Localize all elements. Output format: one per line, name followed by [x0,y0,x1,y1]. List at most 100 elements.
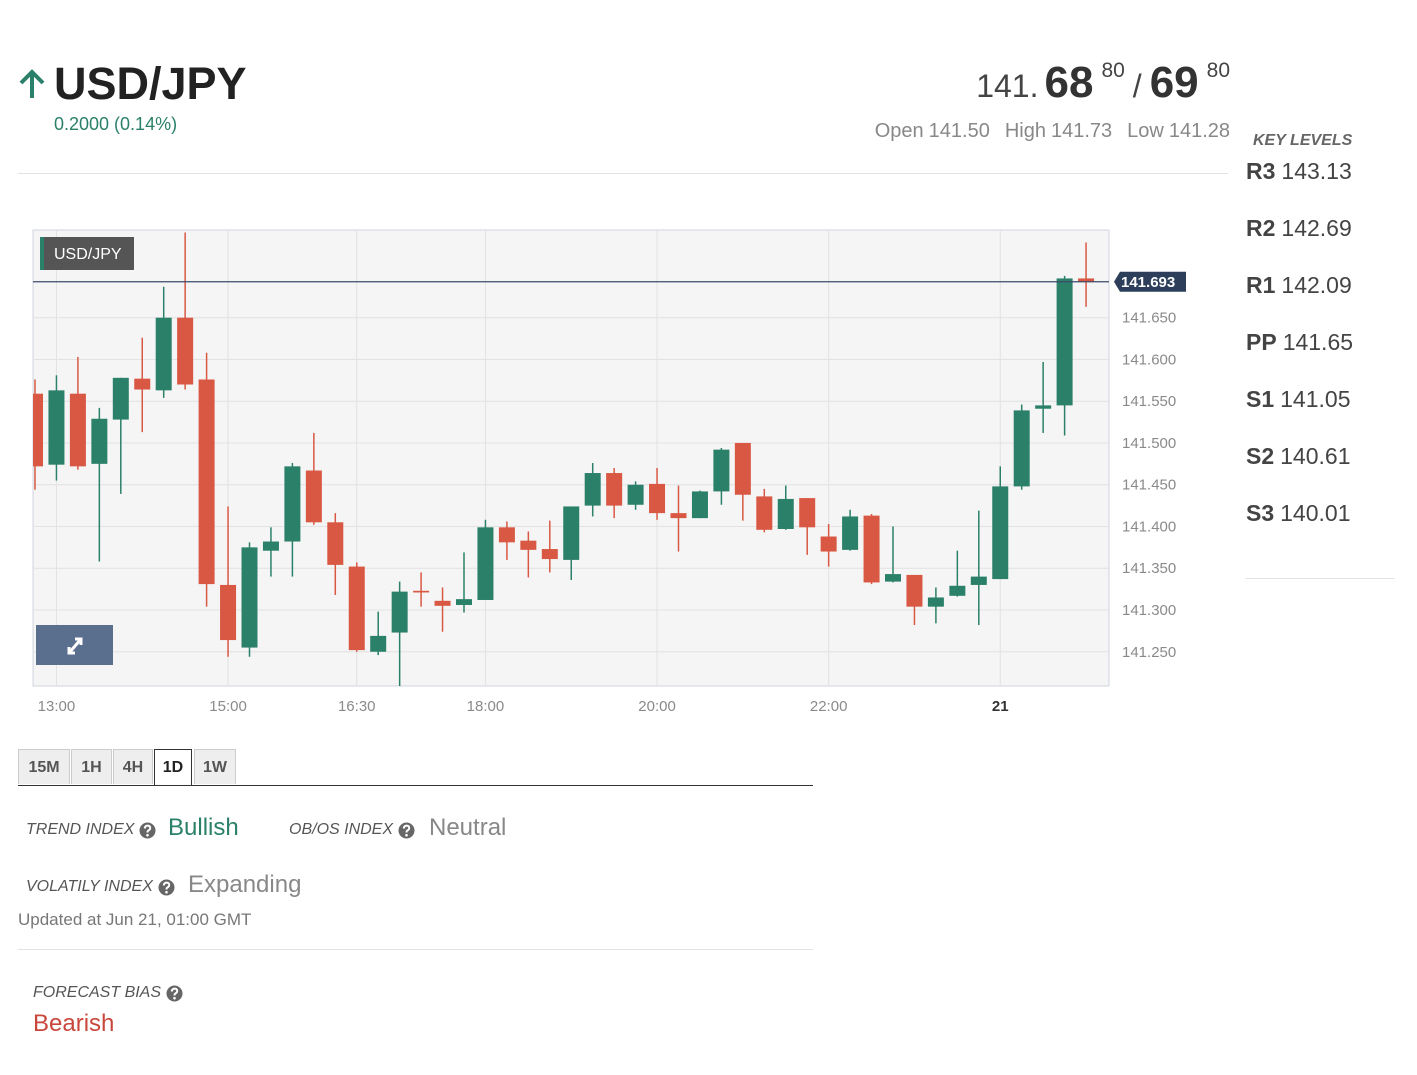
help-icon[interactable] [158,879,175,896]
key-level-value: 143.13 [1281,158,1352,184]
help-icon[interactable] [139,822,156,839]
help-icon[interactable] [166,985,183,1002]
key-level-name: S1 [1246,386,1275,412]
forecast-label-text: FORECAST BIAS [33,984,162,1001]
y-tick-label: 141.650 [1122,310,1176,327]
updated: Updated at Jun 21, 01:00 GMT [18,910,252,929]
y-tick-label: 141.600 [1122,351,1176,368]
candle-body [606,473,623,506]
chart-title: USD/JPY [54,246,122,263]
y-tick-label: 141.550 [1122,393,1176,410]
candle-body [970,576,987,585]
candle-body [691,491,708,519]
candle-body [820,536,837,552]
help-dot [405,833,408,836]
volatility-label-text: VOLATILY INDEX [26,878,153,895]
key-level-name: S2 [1246,443,1275,469]
x-tick-label: 20:00 [638,698,676,715]
ohl: Open 141.50 High 141.73 Low 141.28 [875,120,1230,143]
candle-body [906,574,923,607]
last-price-tag [1114,271,1186,292]
key-level: S3 140.01 [1246,500,1351,527]
timeframe-tab[interactable]: 15M [18,749,70,784]
plot-area [32,229,1110,687]
chart: 141.250 141.300 141.350 141.400 141.450 141.5… [32,229,1186,715]
candle-body [198,379,215,585]
x-tick-label: 22:00 [810,698,848,715]
open-label: Open [874,120,924,142]
candle-body [713,449,730,492]
last-price-label: 141.693 [1121,274,1175,291]
candle-body [262,541,279,551]
key-level: R2 142.69 [1246,215,1352,242]
help-icon[interactable] [398,822,415,839]
key-level-value: 141.05 [1280,386,1351,412]
volatility-label: VOLATILY INDEX [26,878,175,896]
key-level: R1 142.09 [1246,272,1352,299]
x-tick-label: 13:00 [38,698,76,715]
high-label: High [1004,120,1046,142]
high-value: 141.73 [1050,120,1113,142]
help-mark [170,987,179,996]
x-tick-label: 18:00 [467,698,505,715]
candle-body [413,590,430,593]
candle-body [670,513,687,519]
key-level-value: 141.65 [1282,329,1354,355]
timeframe-tab[interactable]: 1D [154,749,192,786]
timeframe-tab[interactable]: 4H [113,749,153,784]
expand-icon [67,637,83,655]
separator-line [18,173,1228,174]
candle-body [927,597,944,607]
symbol: USD/JPY [54,58,247,109]
quote: 141. 68 80 / 69 80 [976,58,1230,108]
candle-body [33,393,43,467]
forecast-value: Bearish [33,1010,115,1037]
timeframe-tab[interactable]: 1H [71,749,112,784]
trend-value: Bullish [168,814,239,841]
y-tick-label: 141.350 [1122,560,1176,577]
low-value: 141.28 [1168,120,1230,142]
separator: / [1132,68,1142,104]
candle-body [91,418,108,464]
expand-button[interactable] [36,625,113,665]
candle-body [627,484,644,505]
y-tick-label: 141.450 [1122,477,1176,494]
timeframe-tab[interactable]: 1W [194,749,236,784]
candle-body [456,599,472,605]
key-level-value: 142.09 [1281,272,1352,298]
candle-body [1056,278,1073,406]
y-tick-label: 141.500 [1122,435,1176,452]
candle-body [348,566,365,651]
key-level-name: R3 [1246,158,1276,184]
help-mark [144,824,152,833]
y-tick-label: 141.400 [1122,518,1176,535]
key-level: S2 140.61 [1246,443,1351,470]
key-level: S1 141.05 [1246,386,1351,413]
candle-body [885,574,901,582]
candle-body [734,442,751,495]
y-tick-label: 141.250 [1122,644,1176,661]
candle-body [842,516,859,550]
candle-body [434,600,451,606]
key-level: R3 143.13 [1246,158,1352,185]
candle-body [370,635,387,652]
x-tick-label: 21 [992,698,1009,715]
separator-line [1245,578,1395,579]
key-level-name: PP [1246,329,1277,355]
candle-body [584,473,601,506]
key-levels-title: KEY LEVELS [1253,132,1353,149]
candle-body [1013,410,1030,487]
candle-body [220,584,237,641]
help-mark [162,881,171,890]
volatility-value: Expanding [188,871,302,898]
candle-body [1035,405,1052,409]
obos-label-text: OB/OS INDEX [289,821,394,838]
obos-value: Neutral [429,814,507,841]
bid-pip: 80 [1101,59,1125,82]
bid-main: 68 [1044,58,1094,107]
candle-body [756,496,773,530]
candle-body [777,498,794,529]
y-tick-label: 141.300 [1122,602,1176,619]
candle-body [134,378,151,390]
